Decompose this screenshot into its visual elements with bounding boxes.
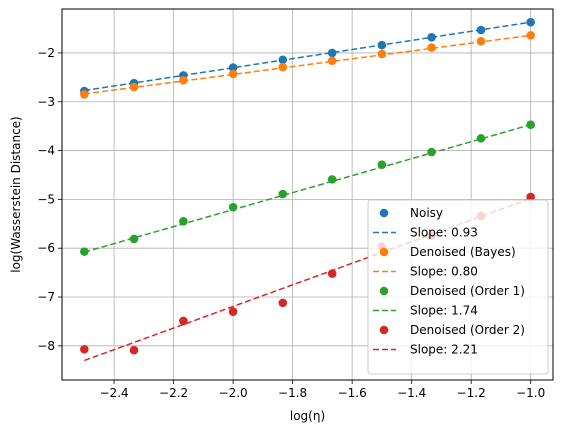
data-point <box>129 82 139 92</box>
plot-frame <box>61 8 554 381</box>
fit-line <box>84 123 531 253</box>
fit-line <box>84 21 531 92</box>
data-point <box>476 25 486 35</box>
y-ticks: −8 −7 −6 −5 −4 −3 −2 <box>37 46 62 353</box>
data-point <box>327 48 337 58</box>
data-point <box>129 234 139 244</box>
x-tick-label: −1.4 <box>397 386 426 400</box>
data-point <box>278 189 288 199</box>
legend-marker <box>379 208 389 218</box>
legend-entry-label: Slope: 1.74 <box>410 304 478 318</box>
data-point <box>526 192 535 202</box>
data-point <box>427 43 436 52</box>
x-tick-label: −1.2 <box>457 386 486 400</box>
data-point <box>179 217 188 226</box>
y-tick-label: −4 <box>37 144 55 158</box>
data-point <box>327 269 337 278</box>
data-point <box>476 134 486 143</box>
x-ticks: −2.4 −2.2 −2.0 −1.8 −1.6 −1.4 −1.2 −1.0 <box>100 380 545 400</box>
data-point <box>228 63 238 72</box>
data-point <box>427 147 436 157</box>
data-point <box>278 55 288 65</box>
data-point <box>228 307 238 316</box>
legend-entry-label: Denoised (Order 1) <box>410 284 525 298</box>
y-tick-label: −3 <box>37 95 55 109</box>
y-tick-label: −8 <box>37 339 55 353</box>
legend-entry-label: Denoised (Order 2) <box>410 323 525 337</box>
data-point <box>228 69 238 79</box>
fit-line <box>84 34 531 95</box>
legend-marker <box>379 247 389 257</box>
data-point <box>427 33 436 42</box>
legend-entry-label: Slope: 0.93 <box>410 226 478 240</box>
data-point <box>526 17 535 27</box>
data-points <box>80 17 535 355</box>
legend: Noisy Slope: 0.93 Denoised (Bayes) Slope: 0… <box>367 199 549 375</box>
fit-lines <box>84 21 531 362</box>
data-point <box>80 344 89 354</box>
grid <box>62 9 553 380</box>
y-tick-label: −6 <box>37 241 55 255</box>
x-axis-label: log(η) <box>290 409 325 423</box>
x-tick-label: −1.6 <box>338 386 367 400</box>
y-tick-label: −2 <box>37 46 55 60</box>
y-tick-label: −7 <box>37 290 55 304</box>
data-point <box>327 175 337 184</box>
data-point <box>476 36 486 46</box>
y-tick-label: −5 <box>37 192 55 206</box>
fit-line <box>84 197 531 362</box>
x-tick-label: −2.0 <box>219 386 248 400</box>
data-point <box>377 49 387 59</box>
legend-marker <box>379 325 389 335</box>
legend-entry-label: Noisy <box>410 206 443 220</box>
x-tick-label: −2.2 <box>159 386 188 400</box>
data-point <box>80 247 89 256</box>
y-axis-label: log(Wasserstein Distance) <box>9 116 23 273</box>
data-point <box>327 56 337 66</box>
data-point <box>179 316 188 326</box>
data-point <box>179 75 188 85</box>
x-tick-label: −1.0 <box>516 386 545 400</box>
x-tick-label: −1.8 <box>278 386 307 400</box>
data-point <box>377 40 387 50</box>
data-point <box>526 31 535 40</box>
legend-entry-label: Denoised (Bayes) <box>410 245 516 259</box>
data-point <box>228 202 238 212</box>
legend-entry-label: Slope: 2.21 <box>410 343 478 357</box>
data-point <box>278 62 288 72</box>
legend-box <box>367 199 549 375</box>
legend-marker <box>379 286 389 296</box>
x-tick-label: −2.4 <box>100 386 129 400</box>
data-point <box>80 90 89 99</box>
data-point <box>377 160 387 170</box>
data-point <box>526 120 535 129</box>
data-point <box>129 345 139 355</box>
legend-entry-label: Slope: 0.80 <box>410 265 478 279</box>
data-point <box>278 298 288 308</box>
